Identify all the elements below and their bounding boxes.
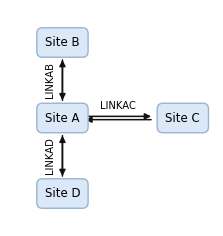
Text: LINKAD: LINKAD [45, 137, 55, 174]
Text: Site A: Site A [45, 111, 80, 125]
Text: Site D: Site D [45, 187, 80, 200]
FancyBboxPatch shape [37, 179, 88, 208]
Text: Site B: Site B [45, 36, 80, 49]
Text: LINKAB: LINKAB [45, 62, 55, 98]
Text: LINKAC: LINKAC [100, 101, 136, 111]
Text: Site C: Site C [165, 111, 200, 125]
FancyBboxPatch shape [37, 103, 88, 133]
FancyBboxPatch shape [37, 28, 88, 57]
FancyBboxPatch shape [157, 103, 209, 133]
